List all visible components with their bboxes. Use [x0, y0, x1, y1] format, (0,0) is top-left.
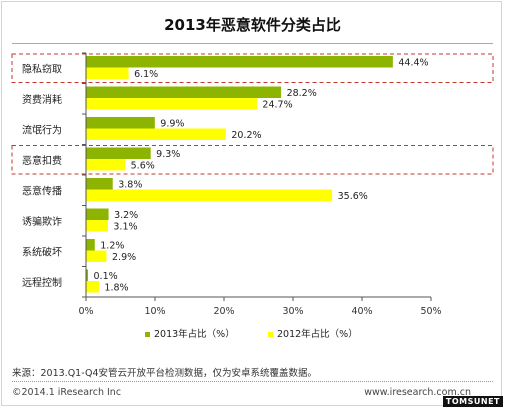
data-label: 3.1% [113, 222, 137, 233]
data-label: 6.1% [134, 69, 158, 80]
data-label: 35.6% [338, 191, 368, 202]
bar-2012 [86, 250, 107, 262]
x-tick-label: 20% [213, 306, 234, 317]
data-label: 0.1% [94, 271, 118, 282]
legend-swatch [268, 332, 273, 337]
highlight-box [11, 53, 494, 83]
highlight-box [11, 145, 494, 175]
data-label: 28.2% [287, 88, 317, 99]
category-label: 恶意扣费 [22, 154, 62, 167]
bar-2013 [86, 117, 155, 129]
category-label: 诱骗欺诈 [22, 215, 62, 228]
data-label: 1.8% [104, 283, 128, 294]
title-divider [12, 43, 493, 44]
bar-2012 [86, 281, 99, 293]
bar-2012 [86, 98, 257, 110]
data-label: 3.8% [118, 180, 142, 191]
bar-2013 [86, 56, 393, 68]
website-text: www.iresearch.com.cn [364, 387, 471, 398]
data-label: 3.2% [114, 210, 138, 221]
bar-2012 [86, 159, 126, 171]
data-label: 2.9% [112, 252, 136, 263]
category-label: 远程控制 [22, 276, 62, 289]
x-tick-label: 0% [78, 306, 93, 317]
bar-2013 [86, 147, 151, 159]
category-label: 系统破坏 [22, 245, 62, 258]
bar-2013 [86, 269, 88, 281]
bar-2012 [86, 189, 333, 201]
data-label: 1.2% [100, 241, 124, 252]
bar-2013 [86, 178, 113, 190]
watermark-badge: TOMSUNET [442, 396, 503, 407]
data-label: 24.7% [262, 100, 292, 111]
bar-2013 [86, 86, 282, 98]
data-label: 9.9% [160, 119, 184, 130]
bar-2013 [86, 239, 95, 251]
data-label: 5.6% [131, 161, 155, 172]
legend-swatch [145, 332, 150, 337]
category-label: 资费消耗 [22, 93, 62, 106]
bar-2012 [86, 128, 226, 140]
legend-label: 2013年占比（%） [154, 328, 235, 340]
x-tick-label: 10% [144, 306, 165, 317]
category-label: 恶意传播 [22, 184, 62, 197]
bar-2013 [86, 208, 109, 220]
x-tick-label: 30% [282, 306, 303, 317]
chart-title: 2013年恶意软件分类占比 [164, 16, 341, 34]
category-label: 流氓行为 [22, 123, 62, 136]
data-label: 44.4% [398, 58, 428, 69]
copyright-text: ©2014.1 iResearch Inc [12, 387, 122, 398]
source-note: 来源：2013.Q1-Q4安管云开放平台检测数据，仅为安卓系统覆盖数据。 [12, 368, 318, 379]
bar-2012 [86, 67, 129, 79]
legend-label: 2012年占比（%） [277, 328, 358, 340]
category-label: 隐私窃取 [22, 62, 62, 75]
data-label: 9.3% [156, 149, 180, 160]
bar-2012 [86, 220, 108, 232]
footer-divider [12, 381, 493, 382]
data-label: 20.2% [231, 130, 261, 141]
x-tick-label: 40% [351, 306, 372, 317]
x-tick-label: 50% [420, 306, 441, 317]
